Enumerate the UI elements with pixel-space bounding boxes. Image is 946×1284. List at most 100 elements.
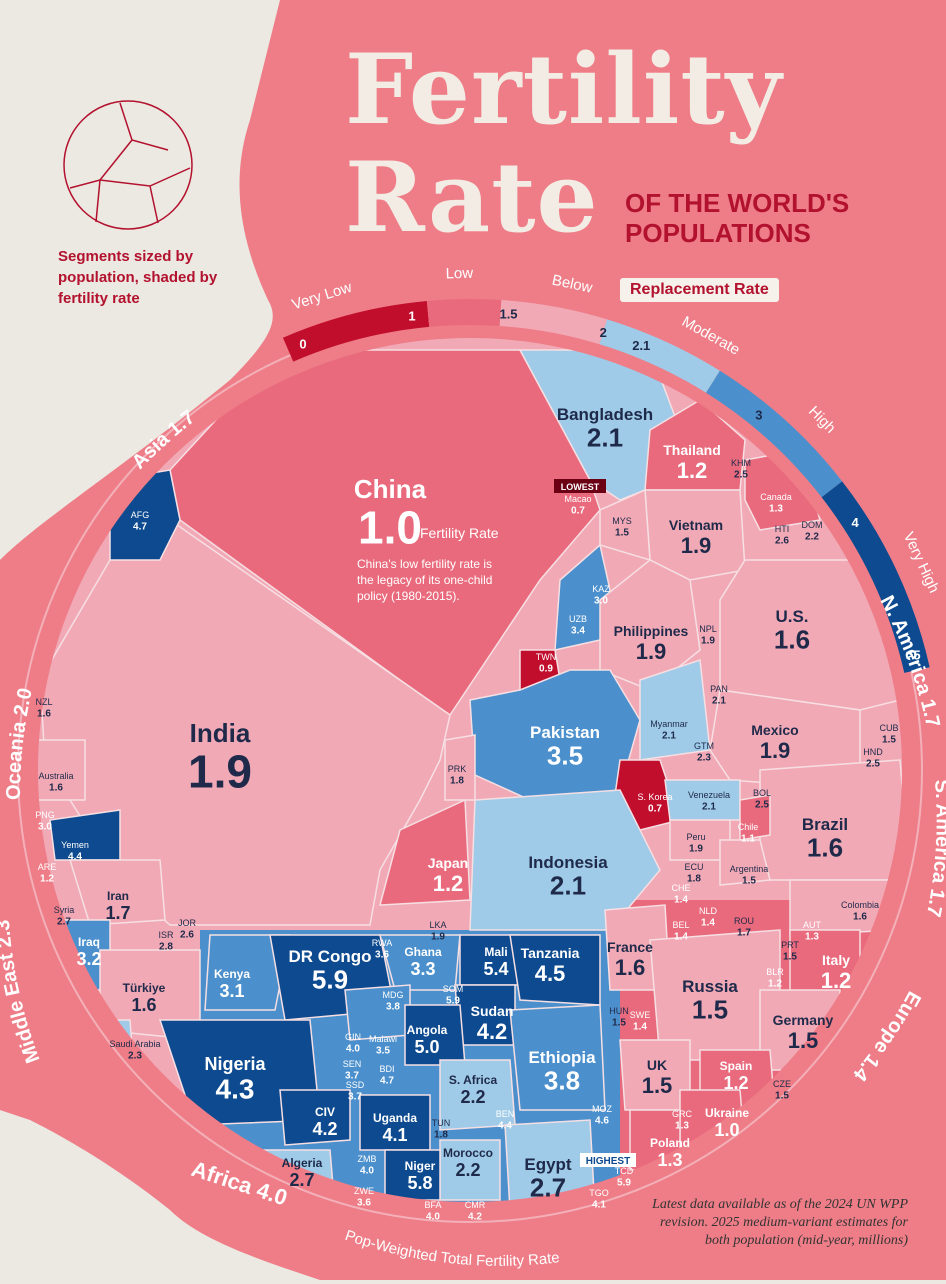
cell-ethiopia (509, 1004, 606, 1111)
scale-segment-1 (426, 299, 502, 327)
label-nigeria: Nigeria (204, 1054, 266, 1074)
value-saudi-arabia: 2.3 (128, 1051, 142, 1062)
value-japan: 1.2 (433, 871, 464, 896)
scale-segment-4 (706, 370, 843, 498)
title-line-2: Rate (345, 141, 599, 254)
label-canada: Canada (760, 492, 792, 502)
label-sudan: Sudan (471, 1003, 514, 1019)
label-yemen: Yemen (61, 840, 89, 850)
value-vietnam: 1.9 (681, 533, 712, 558)
value-gtm: 2.3 (697, 753, 711, 764)
value-sudan: 4.2 (477, 1019, 508, 1044)
value-npl: 1.9 (701, 636, 715, 647)
label-zmb: ZMB (358, 1154, 377, 1164)
value-sen: 3.7 (345, 1071, 359, 1082)
value-iraq: 3.2 (76, 949, 101, 969)
label-dr-congo: DR Congo (288, 947, 371, 966)
label-dom: DOM (802, 520, 823, 530)
cell-china (169, 349, 601, 717)
label-moz: MOZ (592, 1104, 612, 1114)
label-ukraine: Ukraine (705, 1106, 749, 1120)
value-prk: 1.8 (450, 776, 464, 787)
cell-civ (279, 1089, 351, 1146)
label-germany: Germany (773, 1012, 834, 1028)
label-bfa: BFA (424, 1200, 441, 1210)
value-bfa: 4.0 (426, 1212, 440, 1223)
label-hun: HUN (609, 1006, 629, 1016)
value-afg: 4.7 (133, 522, 147, 533)
label-ssd: SSD (346, 1080, 365, 1090)
value-hnd: 2.5 (866, 759, 880, 770)
value-khm: 2.5 (734, 470, 748, 481)
scale-tick: >5 (906, 647, 921, 662)
label-bdi: BDI (379, 1064, 394, 1074)
scale-segment-2 (499, 300, 608, 345)
label-ghana: Ghana (404, 945, 442, 959)
value-brazil: 1.6 (807, 833, 843, 863)
value-niger: 5.8 (407, 1173, 432, 1193)
cell-thailand (644, 399, 746, 491)
value-bel: 1.4 (674, 932, 688, 943)
title-line-1: Fertility (345, 33, 783, 146)
lowest-tag (554, 479, 606, 493)
value-uganda: 4.1 (382, 1125, 407, 1145)
value-cub: 1.5 (882, 735, 896, 746)
label-russia: Russia (682, 977, 738, 996)
label-argentina: Argentina (730, 864, 769, 874)
label-hnd: HND (863, 747, 883, 757)
scale-tick: 2.1 (632, 338, 650, 353)
value-tgo: 4.1 (592, 1200, 606, 1211)
cell-indonesia (469, 789, 661, 931)
label-civ: CIV (315, 1105, 335, 1119)
label-poland: Poland (650, 1136, 690, 1150)
china-unit-label: Fertility Rate (420, 525, 499, 541)
highest-label: HIGHEST (586, 1156, 630, 1167)
label-prk: PRK (448, 764, 467, 774)
cell-chile (739, 794, 771, 841)
cell-egypt (504, 1119, 596, 1210)
label-mys: MYS (612, 516, 632, 526)
china-note-line: China's low fertility rate is (357, 557, 492, 571)
value-argentina: 1.5 (742, 876, 756, 887)
label-t-rkiye: Türkiye (123, 981, 166, 995)
value-bdi: 4.7 (380, 1076, 394, 1087)
value-yemen: 4.4 (68, 852, 82, 863)
label-lka: LKA (429, 920, 446, 930)
scale-segment-3 (599, 319, 720, 393)
label-prt: PRT (781, 940, 799, 950)
value-png: 3.0 (38, 822, 52, 833)
scale-tick: 2 (600, 325, 607, 340)
label-cze: CZE (773, 1079, 791, 1089)
value-ghana: 3.3 (410, 959, 435, 979)
value-bol: 2.5 (755, 800, 769, 811)
label-tcd: TCD (615, 1166, 634, 1176)
value-algeria: 2.7 (289, 1170, 314, 1190)
value-kaz: 3.0 (594, 596, 608, 607)
label-kenya: Kenya (214, 967, 250, 981)
value-swe: 1.4 (633, 1022, 647, 1033)
value-t-rkiye: 1.6 (131, 995, 156, 1015)
value-ethiopia: 3.8 (544, 1066, 580, 1096)
label-mexico: Mexico (751, 722, 798, 738)
label-myanmar: Myanmar (650, 719, 688, 729)
value-indonesia: 2.1 (550, 871, 586, 901)
value-gin: 4.0 (346, 1044, 360, 1055)
label-uganda: Uganda (373, 1111, 417, 1125)
label-italy: Italy (822, 952, 850, 968)
value-prt: 1.5 (783, 952, 797, 963)
label-s-africa: S. Africa (449, 1073, 498, 1087)
label-kaz: KAZ (592, 584, 610, 594)
value-thailand: 1.2 (677, 458, 708, 483)
value-dom: 2.2 (805, 532, 819, 543)
label-bel: BEL (672, 920, 689, 930)
label-spain: Spain (720, 1059, 753, 1073)
value-rwa: 3.6 (375, 950, 389, 961)
value-s-africa: 2.2 (460, 1087, 485, 1107)
label-thailand: Thailand (663, 442, 721, 458)
value-iran: 1.7 (105, 903, 130, 923)
value-australia: 1.6 (49, 783, 63, 794)
value-myanmar: 2.1 (662, 731, 676, 742)
value-egypt: 2.7 (530, 1173, 566, 1203)
